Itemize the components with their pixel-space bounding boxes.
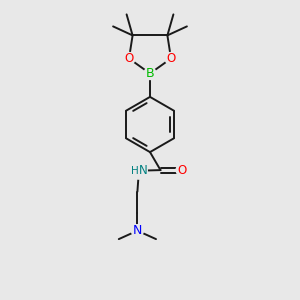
Text: B: B bbox=[146, 67, 154, 80]
Circle shape bbox=[123, 52, 135, 64]
Circle shape bbox=[165, 52, 177, 64]
Circle shape bbox=[131, 225, 143, 237]
Text: O: O bbox=[178, 164, 187, 177]
Text: O: O bbox=[167, 52, 176, 65]
Text: O: O bbox=[124, 52, 134, 65]
Text: H: H bbox=[131, 166, 139, 176]
Circle shape bbox=[144, 68, 156, 80]
Text: N: N bbox=[133, 224, 142, 237]
Circle shape bbox=[130, 162, 147, 179]
Text: N: N bbox=[139, 164, 148, 177]
Circle shape bbox=[176, 164, 188, 176]
